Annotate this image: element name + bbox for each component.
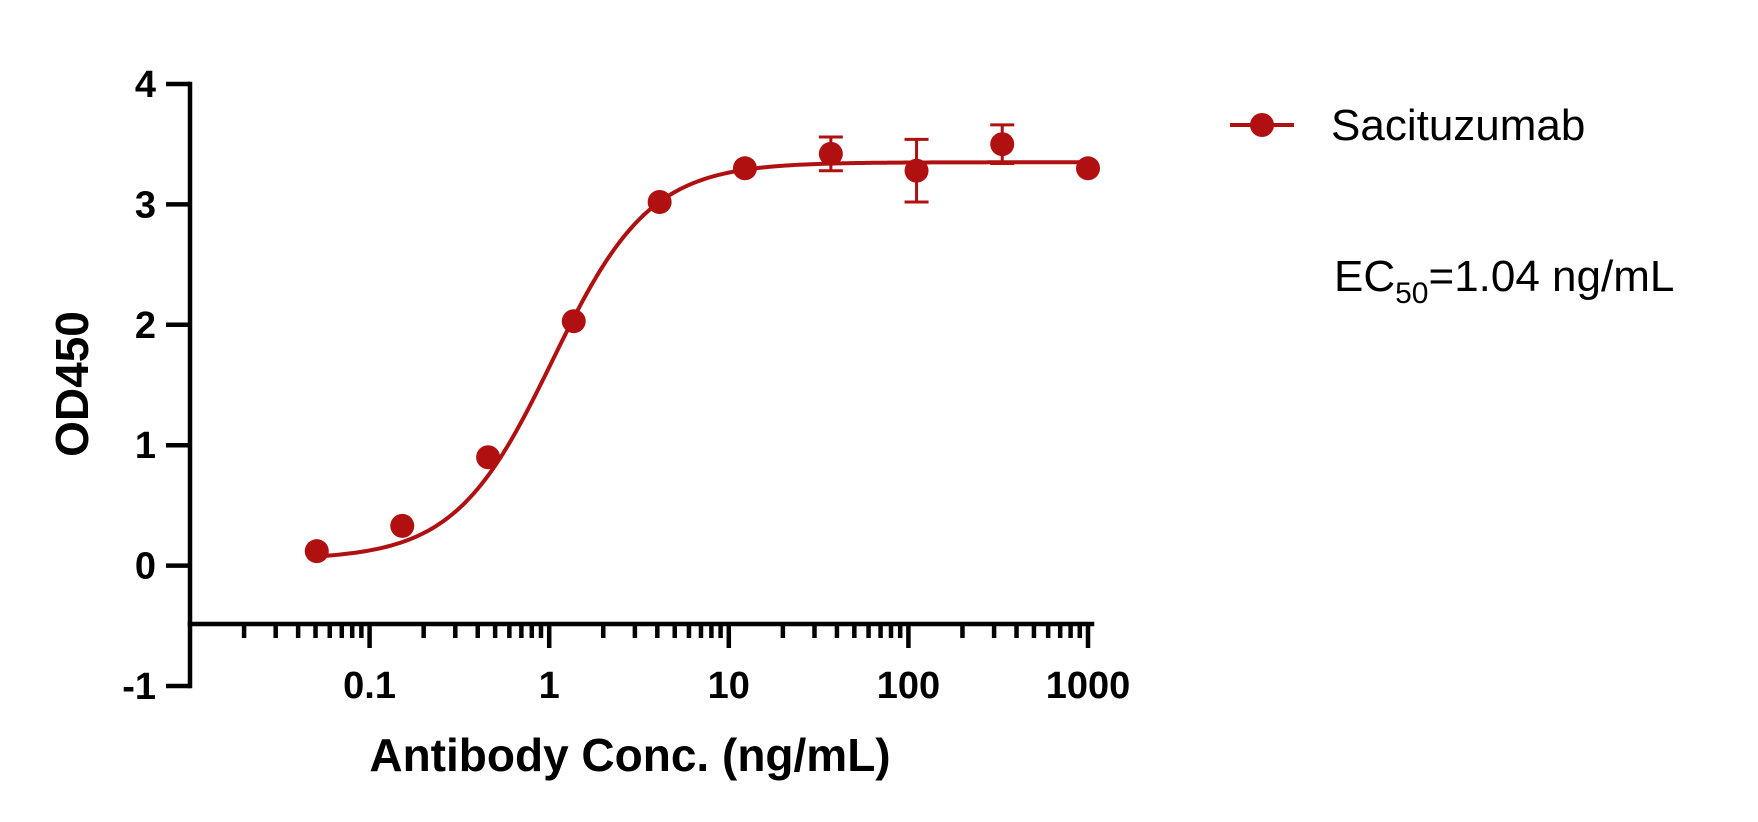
x-axis-ticks: 0.1 1 10 100 1000 [241,624,1131,707]
data-point [990,132,1015,157]
y-tick-label: -1 [122,666,156,708]
legend-label-sacituzumab: Sacituzumab [1331,101,1585,150]
x-axis-title: Antibody Conc. (ng/mL) [369,729,890,781]
ec50-prefix: EC [1334,252,1395,301]
x-tick-label: 0.1 [343,665,396,707]
data-point [818,141,843,166]
ec50-suffix: =1.04 ng/mL [1429,252,1675,301]
data-point [904,158,929,183]
y-tick-label: 2 [135,305,156,347]
y-tick-label: 1 [135,425,156,467]
data-point [561,309,586,334]
y-axis-ticks: -1 0 1 2 3 4 [122,64,190,708]
x-tick-label: 10 [708,665,750,707]
data-point [647,189,672,214]
y-tick-label: 0 [135,546,156,588]
data-point [390,513,415,538]
y-tick-label: 3 [135,184,156,226]
x-tick-label: 100 [877,665,940,707]
y-tick-label: 4 [135,64,156,106]
data-point [1076,156,1100,181]
data-points [304,132,1100,564]
y-axis-title: OD450 [46,311,98,457]
ec50-annotation: EC50=1.04 ng/mL [1334,252,1674,310]
legend-marker-sacituzumab [1250,113,1274,137]
fit-curve [316,160,1088,559]
plot-area: -1 0 1 2 3 4 0.1 1 10 100 1000 [122,64,1130,708]
x-tick-label: 1 [539,665,560,707]
data-point [732,156,757,181]
data-point [304,539,329,564]
x-tick-label: 1000 [1046,665,1131,707]
ec50-subscript: 50 [1395,277,1428,310]
legend: Sacituzumab [1230,101,1585,150]
data-point [476,445,501,470]
